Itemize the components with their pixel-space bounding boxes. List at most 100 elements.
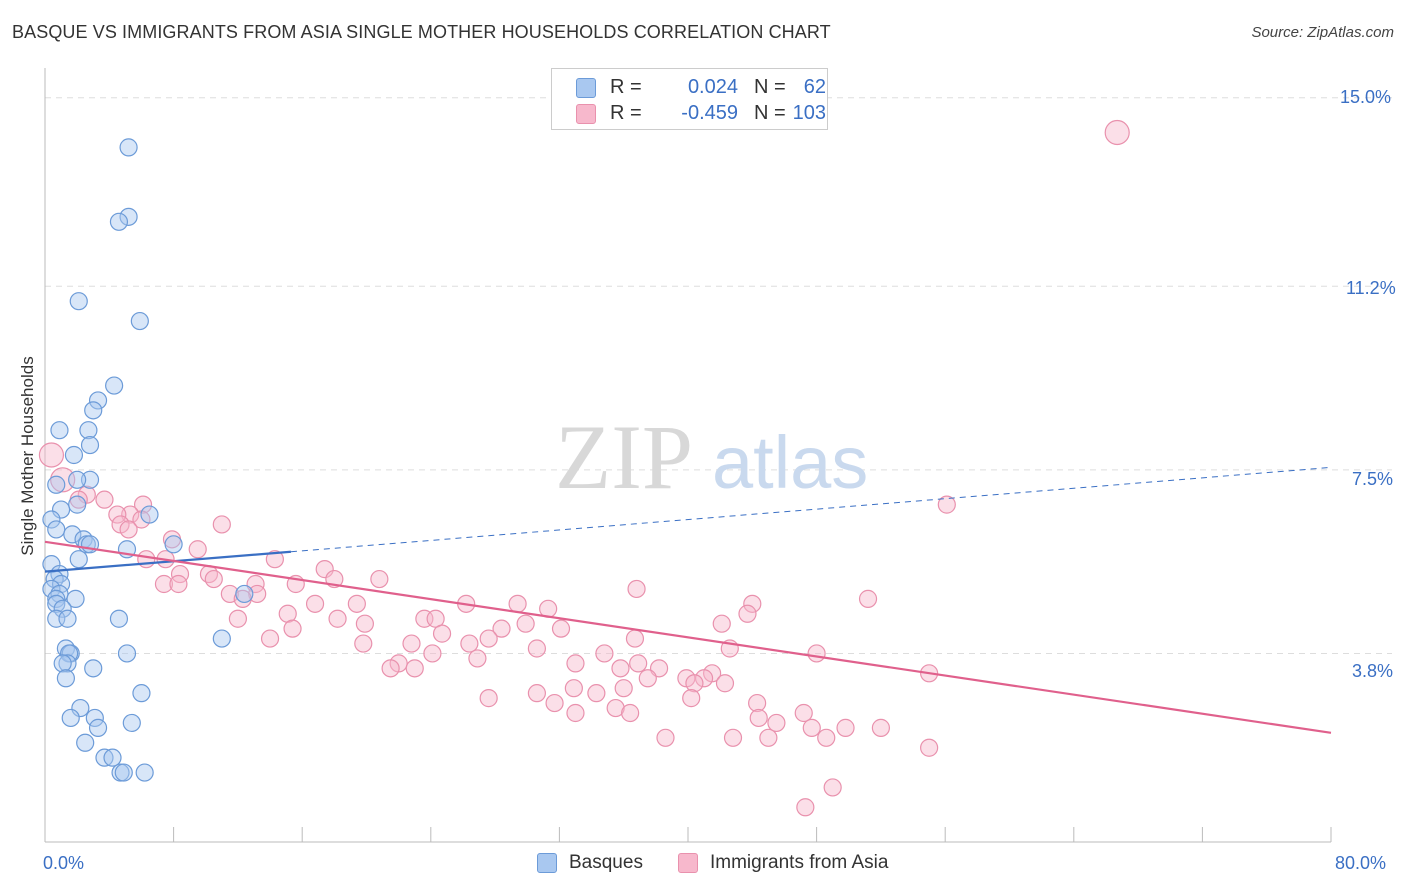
basques-legend-swatch [537, 853, 557, 873]
chart-title: BASQUE VS IMMIGRANTS FROM ASIA SINGLE MO… [12, 22, 831, 42]
asia-point [566, 654, 585, 673]
asia-point [937, 495, 956, 514]
asia-point [423, 644, 442, 663]
asia-point [516, 614, 535, 633]
basques-legend-label: Basques [569, 852, 643, 873]
basques-point [109, 609, 129, 628]
basques-point [88, 718, 108, 737]
asia-point [402, 634, 421, 653]
asia-point [508, 594, 527, 613]
asia-point [748, 693, 767, 713]
trend-lines [44, 466, 1332, 734]
basques-point [47, 475, 66, 494]
basques-point [69, 292, 88, 311]
basques-point [76, 733, 95, 752]
asia-point [611, 659, 630, 678]
asia-point [212, 515, 231, 534]
basques-point [85, 708, 104, 728]
basques-point [71, 698, 90, 718]
asia-point [204, 569, 223, 589]
asia-point [738, 604, 757, 623]
asia-point [836, 718, 855, 737]
asia-point [858, 589, 878, 608]
basques-point [51, 500, 71, 519]
asia-point [347, 594, 366, 613]
basques-point [66, 589, 85, 608]
asia-point [715, 674, 735, 693]
basques-point [88, 391, 108, 410]
asia-point [685, 674, 704, 693]
asia-point [614, 679, 633, 698]
basques-trend-dashed [290, 466, 1332, 553]
basques-point [105, 376, 124, 395]
basques-point [61, 708, 80, 728]
n-label: N = [754, 76, 786, 98]
asia-point [871, 718, 891, 737]
basques-point [119, 138, 138, 157]
asia-legend-swatch [678, 853, 698, 873]
basques-point [58, 609, 77, 628]
basques-point [58, 654, 77, 673]
correlation-legend: R = 0.024 N = 62 R = -0.459 N = 103 [551, 68, 828, 130]
asia-point [228, 609, 247, 628]
asia-point [749, 708, 768, 728]
y-axis-label: Single Mother Households [18, 356, 37, 556]
asia-point [328, 609, 347, 628]
basques-point [47, 589, 66, 608]
basques-point [79, 421, 98, 440]
asia-point [315, 560, 334, 579]
x-tick-max: 80.0% [1335, 853, 1387, 873]
asia-point [432, 624, 452, 643]
series-basques [42, 138, 254, 782]
basques-point [53, 599, 72, 618]
basques-point [135, 763, 154, 782]
asia-point [527, 684, 546, 703]
basques-point [63, 525, 82, 544]
basques-point [53, 654, 72, 673]
asia-point [545, 693, 564, 713]
r-value: 0.024 [687, 76, 738, 98]
basques-swatch [576, 78, 596, 98]
basques-point [109, 212, 129, 231]
asia-point [629, 654, 648, 673]
basques-point [80, 435, 100, 455]
basques-point [114, 763, 133, 782]
x-tick-min: 0.0% [43, 853, 85, 873]
asia-point [759, 728, 778, 747]
basques-point [84, 659, 103, 678]
basques-point [235, 584, 254, 604]
basques-point [103, 748, 122, 767]
asia-trend-line [44, 540, 1332, 734]
series-immigrants-from-asia [38, 119, 1130, 817]
asia-point [606, 698, 625, 718]
asia-point [137, 550, 156, 569]
basques-point [119, 207, 138, 226]
asia-point [743, 594, 762, 613]
basques-point [42, 510, 61, 529]
watermark-zip: ZIP [555, 406, 693, 508]
asia-point [627, 579, 646, 599]
n-value: 103 [792, 102, 826, 124]
watermark-atlas: atlas [712, 421, 868, 504]
asia-point [817, 728, 836, 747]
basques-point [130, 311, 149, 331]
asia-point [712, 614, 731, 633]
asia-point [566, 703, 585, 723]
asia-point [587, 684, 606, 703]
grid-lines [45, 97, 1392, 654]
asia-point [121, 505, 140, 524]
basques-point [80, 470, 100, 489]
asia-point [468, 649, 487, 668]
axes [44, 68, 1332, 843]
asia-point [381, 659, 400, 678]
asia-point [656, 728, 675, 747]
n-value: 62 [803, 76, 826, 98]
y-tick-11-2: 11.2% [1346, 278, 1396, 298]
asia-point [682, 689, 701, 708]
basques-point [132, 684, 151, 703]
asia-point [492, 619, 511, 638]
asia-point [354, 634, 373, 653]
basques-point [56, 669, 75, 688]
asia-point [370, 569, 389, 589]
